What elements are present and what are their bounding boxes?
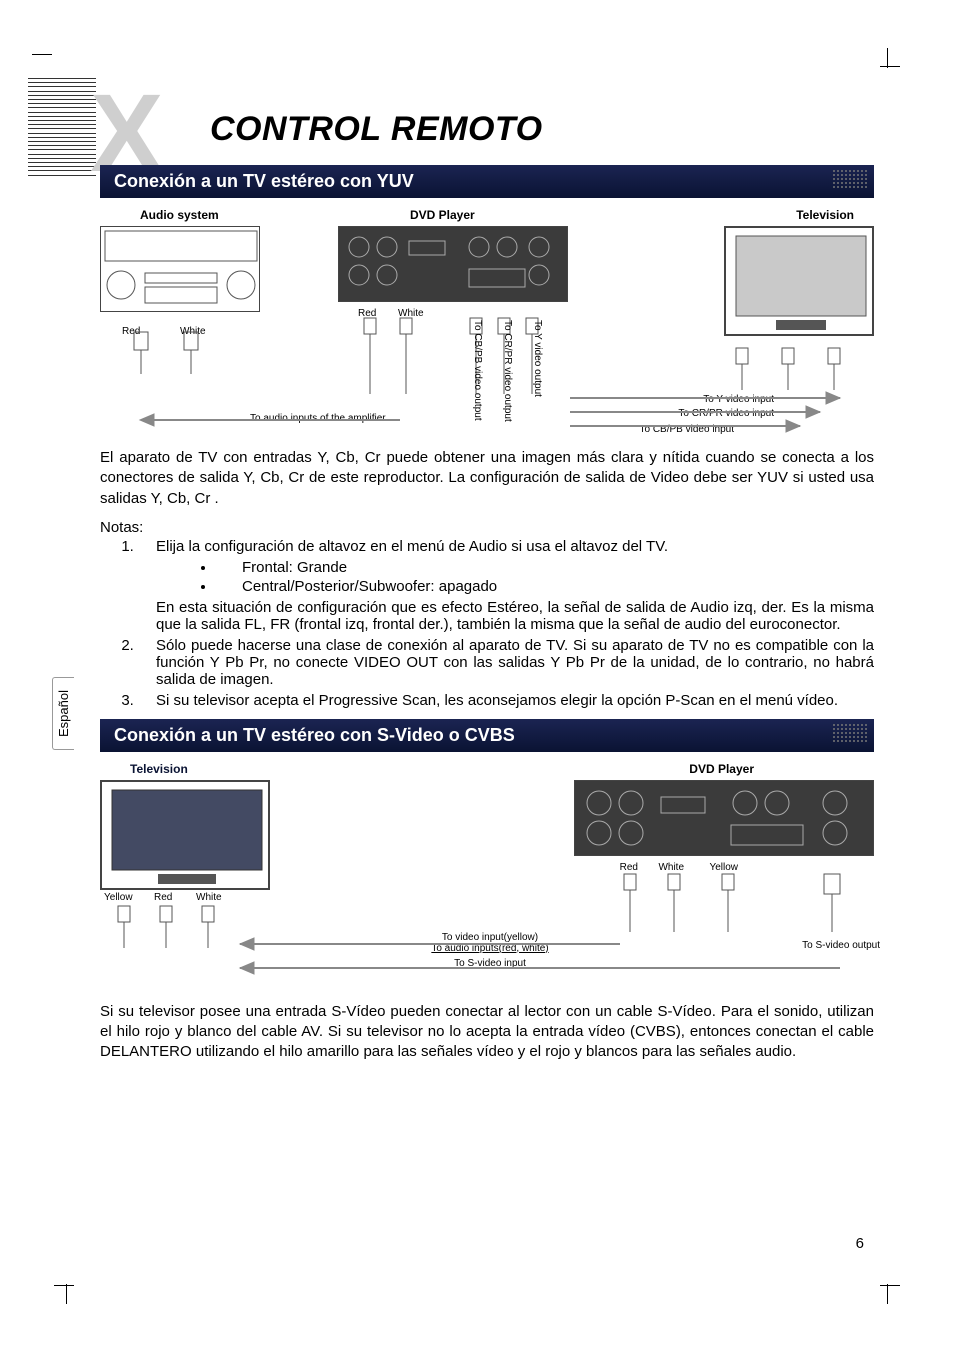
label-dvd-player-1: DVD Player — [410, 208, 475, 222]
section1-heading: Conexión a un TV estéreo con YUV — [114, 171, 414, 191]
section2-heading: Conexión a un TV estéreo con S-Video o C… — [114, 725, 515, 745]
section-bar-dots-icon-2 — [832, 723, 868, 743]
label-television-2: Television — [130, 762, 188, 776]
dvd-player-box-2 — [574, 780, 874, 856]
crop-mark-bl — [56, 1274, 80, 1298]
label-to-y-out: To Y video output — [532, 320, 543, 397]
diagram-yuv-connection: Audio system Red White To audio inputs o… — [100, 208, 874, 438]
audio-plugs-icon — [120, 314, 240, 384]
crop-mark-tr — [874, 54, 898, 78]
label-dvd-player-2: DVD Player — [689, 762, 754, 776]
note-1-bullet-1: Frontal: Grande — [216, 559, 874, 576]
note-1: Elija la configuración de altavoz en el … — [138, 538, 874, 633]
dvd-player-box-1 — [338, 226, 568, 302]
crop-mark-br — [874, 1274, 898, 1298]
note-1-tail: En esta situación de configuración que e… — [156, 599, 874, 633]
note-3-lead: Si su televisor acepta el Progressive Sc… — [156, 692, 838, 709]
diagram-svideo-connection: Television Yellow Red White DVD Player — [100, 762, 874, 992]
connection-arrows-2 — [100, 934, 870, 982]
audio-system-box — [100, 226, 260, 312]
label-audio-system: Audio system — [140, 208, 219, 222]
section1-paragraph: El aparato de TV con entradas Y, Cb, Cr … — [100, 448, 874, 509]
note-1-bullet-2: Central/Posterior/Subwoofer: apagado — [216, 578, 874, 595]
decorative-lines — [28, 78, 96, 176]
section1-heading-bar: Conexión a un TV estéreo con YUV — [100, 165, 874, 198]
note-3: Si su televisor acepta el Progressive Sc… — [138, 692, 874, 709]
page-number: 6 — [856, 1235, 864, 1252]
page-title: CONTROL REMOTO — [210, 110, 874, 149]
label-television-1: Television — [796, 208, 854, 222]
section-bar-dots-icon — [832, 169, 868, 189]
section2-paragraph: Si su televisor posee una entrada S-Víde… — [100, 1002, 874, 1063]
television-box-1 — [724, 226, 874, 336]
notes-list: Elija la configuración de altavoz en el … — [138, 538, 874, 709]
notes-label: Notas: — [100, 519, 874, 536]
note-2: Sólo puede hacerse una clase de conexión… — [138, 637, 874, 688]
note-1-bullets: Frontal: Grande Central/Posterior/Subwoo… — [216, 559, 874, 595]
page-root: X CONTROL REMOTO Conexión a un TV estére… — [0, 0, 954, 1352]
connection-arrows-1 — [100, 388, 870, 434]
section2-heading-bar: Conexión a un TV estéreo con S-Video o C… — [100, 719, 874, 752]
language-side-tab: Español — [52, 677, 74, 750]
crop-mark-tl — [38, 54, 62, 78]
television-box-2 — [100, 780, 270, 890]
note-2-lead: Sólo puede hacerse una clase de conexión… — [156, 637, 874, 688]
note-1-lead: Elija la configuración de altavoz en el … — [156, 538, 668, 555]
